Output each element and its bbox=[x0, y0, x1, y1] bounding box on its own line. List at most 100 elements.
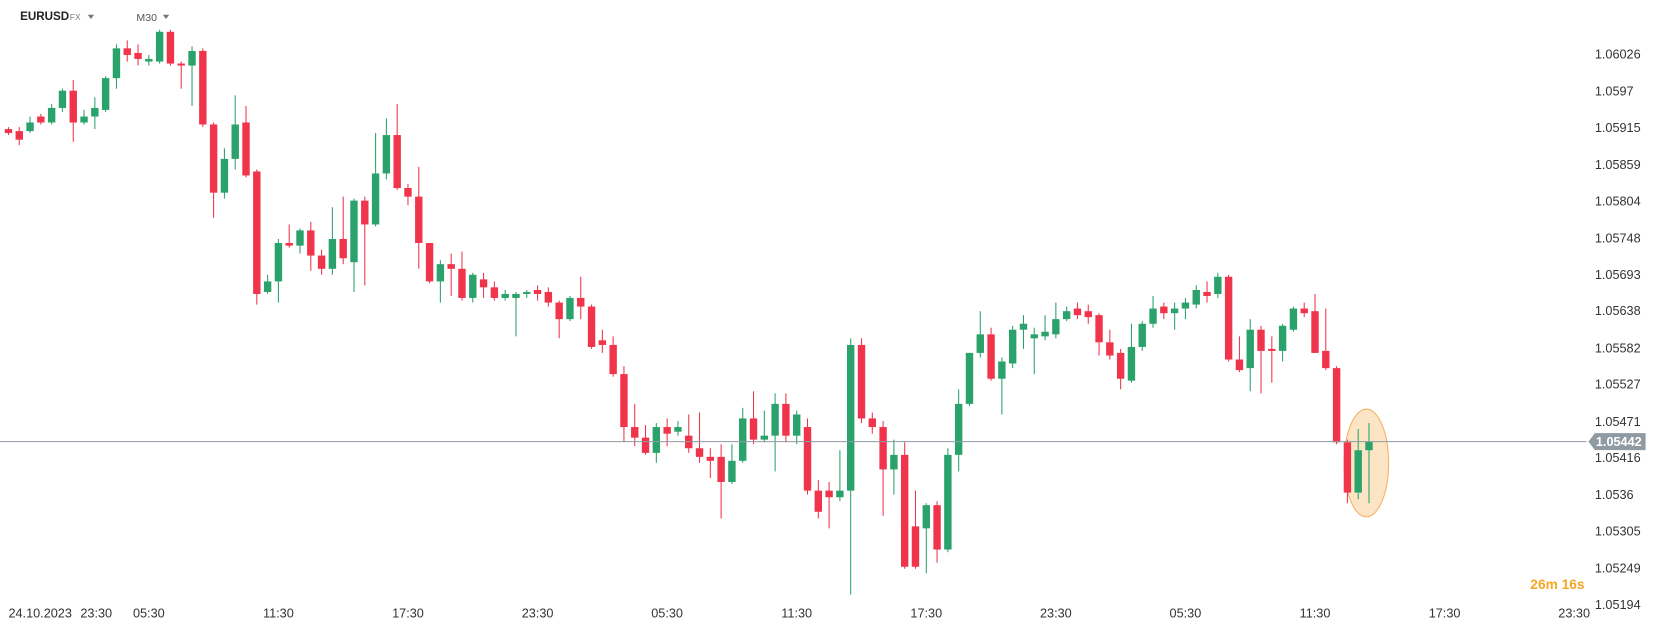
candle-body bbox=[274, 242, 283, 282]
candle-body bbox=[663, 427, 671, 434]
candle-body bbox=[879, 427, 887, 470]
x-tick-label: 05:30 bbox=[133, 606, 165, 620]
candle-body bbox=[825, 490, 833, 498]
candle-body bbox=[577, 297, 585, 307]
candle-body bbox=[404, 188, 412, 197]
candle-body bbox=[1170, 308, 1179, 314]
candle-body bbox=[490, 287, 499, 298]
candle-body bbox=[155, 31, 164, 62]
y-tick-label: 1.05804 bbox=[1595, 194, 1641, 208]
candle-body bbox=[739, 418, 747, 461]
y-tick-label: 1.05748 bbox=[1595, 231, 1641, 245]
candle-body bbox=[900, 454, 909, 567]
candle-body bbox=[307, 230, 315, 256]
candle-body bbox=[1062, 311, 1071, 320]
candle-body bbox=[145, 58, 153, 62]
x-tick-label: 17:30 bbox=[1429, 606, 1461, 620]
y-tick-label: 1.05471 bbox=[1595, 415, 1641, 429]
candle-body bbox=[123, 48, 131, 55]
candle-body bbox=[371, 173, 380, 225]
candle-body bbox=[458, 268, 466, 298]
candle-body bbox=[1268, 348, 1276, 351]
y-tick-label: 1.06026 bbox=[1595, 47, 1641, 61]
candle-body bbox=[533, 289, 542, 294]
candle-body bbox=[317, 255, 326, 269]
candle-body bbox=[1311, 311, 1319, 353]
candle-body bbox=[1052, 319, 1060, 335]
x-tick-label: 23:30 bbox=[1558, 606, 1590, 620]
candle-body bbox=[1106, 342, 1114, 356]
candle-body bbox=[80, 116, 88, 123]
x-date-label: 24.10.2023 bbox=[8, 606, 71, 620]
candle-body bbox=[1246, 329, 1254, 369]
candle-body bbox=[1149, 308, 1157, 324]
countdown: 26m 16s bbox=[1530, 577, 1585, 592]
candle-body bbox=[1278, 325, 1287, 351]
x-tick-label: 23:30 bbox=[1040, 606, 1072, 620]
candle-body bbox=[393, 135, 401, 189]
candle-body bbox=[4, 129, 13, 134]
x-tick-label: 17:30 bbox=[392, 606, 424, 620]
candle-body bbox=[965, 352, 974, 404]
candle-body bbox=[350, 200, 358, 263]
y-tick-label: 1.05859 bbox=[1595, 158, 1641, 172]
candle-body bbox=[242, 122, 250, 176]
candle-body bbox=[544, 291, 553, 303]
candle-body bbox=[285, 242, 293, 246]
candle-body bbox=[1203, 291, 1211, 296]
candle-body bbox=[1354, 450, 1362, 493]
candle-body bbox=[1160, 306, 1168, 314]
candle-body bbox=[771, 403, 779, 436]
candle-body bbox=[1095, 315, 1103, 343]
candle-body bbox=[58, 90, 67, 108]
y-tick-label: 1.05915 bbox=[1595, 121, 1641, 135]
candle-body bbox=[728, 460, 736, 483]
candle-body bbox=[1289, 308, 1298, 330]
y-tick-label: 1.05638 bbox=[1595, 304, 1641, 318]
axes: 1.06026 1.0597 1.05915 1.05859 1.05804 1.0574… bbox=[0, 47, 1646, 620]
candle-body bbox=[706, 456, 715, 461]
candle-body bbox=[220, 158, 229, 193]
candle-body bbox=[1008, 329, 1017, 364]
x-tick-label: 17:30 bbox=[910, 606, 942, 620]
candle-body bbox=[263, 281, 272, 292]
timeframe[interactable]: M30 bbox=[136, 12, 157, 24]
y-tick-label: 1.05416 bbox=[1595, 451, 1641, 465]
y-tick-label: 1.05693 bbox=[1595, 268, 1641, 282]
candle-body bbox=[674, 427, 682, 432]
candle-body bbox=[415, 196, 423, 243]
candle-body bbox=[101, 78, 110, 110]
candle-body bbox=[177, 63, 185, 66]
candle-body bbox=[523, 291, 531, 294]
candle-body bbox=[339, 239, 347, 259]
candle-body bbox=[199, 50, 207, 125]
candle-body bbox=[436, 264, 445, 282]
candle-body bbox=[749, 418, 758, 440]
symbol[interactable]: EURUSD bbox=[20, 10, 69, 23]
candle-body bbox=[1019, 323, 1028, 330]
candle-body bbox=[296, 230, 304, 246]
timeframe-dropdown[interactable] bbox=[162, 14, 170, 20]
y-tick-label: 1.05527 bbox=[1595, 378, 1641, 392]
candle-body bbox=[976, 334, 984, 353]
candle-body bbox=[890, 454, 898, 470]
candle-body bbox=[1365, 441, 1373, 451]
symbol-dropdown[interactable] bbox=[87, 14, 95, 20]
candle-body bbox=[166, 31, 175, 64]
candle-body bbox=[555, 302, 563, 320]
candle-body bbox=[253, 171, 261, 294]
candle-body bbox=[1192, 289, 1200, 305]
candle-body bbox=[134, 52, 142, 59]
x-tick-label: 11:30 bbox=[781, 606, 812, 620]
candle-body bbox=[954, 403, 963, 455]
candle-body bbox=[47, 107, 56, 123]
candle-body bbox=[695, 448, 704, 457]
candle-body bbox=[814, 490, 823, 512]
candle-body bbox=[609, 344, 617, 375]
candle-body bbox=[447, 264, 455, 269]
x-tick-label: 23:30 bbox=[522, 606, 554, 620]
y-tick-label: 1.0536 bbox=[1595, 488, 1634, 502]
y-tick-label: 1.05249 bbox=[1595, 562, 1641, 576]
